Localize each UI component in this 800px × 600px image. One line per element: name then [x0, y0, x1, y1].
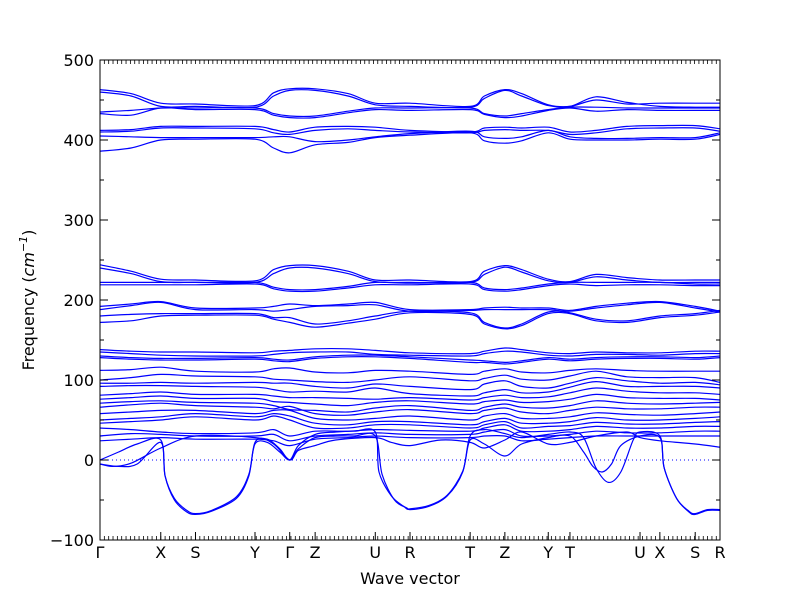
x-tick-label-6: U [369, 543, 381, 562]
y-tick-label-6: 500 [63, 51, 94, 70]
y-tick-label-0: −100 [50, 531, 94, 550]
x-tick-label-2: S [190, 543, 200, 562]
y-tick-label-5: 400 [63, 131, 94, 150]
x-tick-label-12: U [634, 543, 646, 562]
x-tick-label-9: Z [499, 543, 510, 562]
x-tick-label-4: Γ [285, 543, 294, 562]
y-axis-label-exponent: −1 [17, 236, 30, 252]
x-tick-label-3: Y [249, 543, 260, 562]
x-tick-label-15: R [714, 543, 725, 562]
x-tick-label-10: Y [542, 543, 553, 562]
x-tick-label-8: T [464, 543, 475, 562]
y-tick-label-2: 100 [63, 371, 94, 390]
y-axis-label-unit: cm [19, 252, 38, 276]
x-axis-label: Wave vector [360, 569, 460, 588]
y-axis-label-close: ) [19, 230, 38, 236]
x-tick-label-11: T [564, 543, 575, 562]
x-tick-label-5: Z [310, 543, 321, 562]
y-tick-label-3: 200 [63, 291, 94, 310]
y-tick-label-4: 300 [63, 211, 94, 230]
x-tick-label-14: S [690, 543, 700, 562]
x-tick-label-13: X [654, 543, 665, 562]
x-tick-label-1: X [155, 543, 166, 562]
y-axis-label-main: Frequency ( [19, 276, 38, 370]
x-tick-label-0: Γ [96, 543, 105, 562]
x-tick-label-7: R [404, 543, 415, 562]
y-tick-label-1: 0 [84, 451, 94, 470]
